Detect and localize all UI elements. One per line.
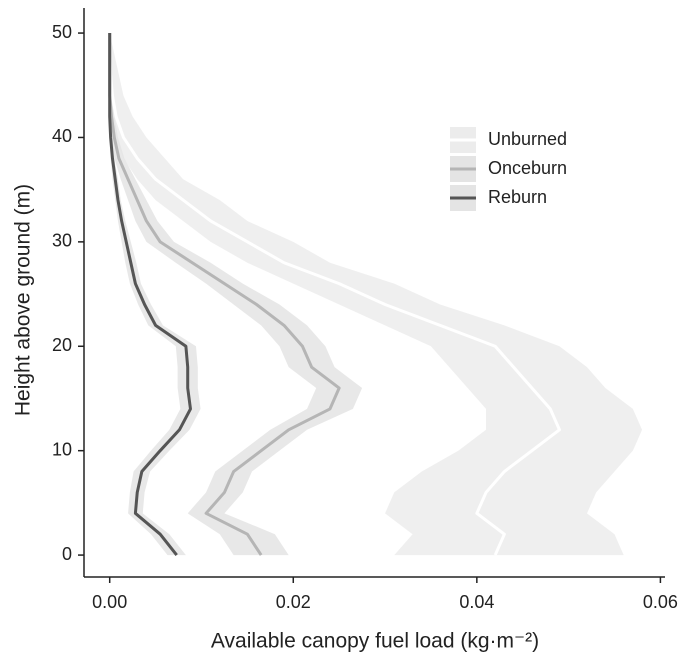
profile-line xyxy=(108,33,192,557)
confidence-band xyxy=(109,33,643,556)
legend-label: Onceburn xyxy=(488,158,567,178)
x-tick-label: 0.00 xyxy=(92,592,127,612)
x-tick-label: 0.02 xyxy=(276,592,311,612)
y-tick-label: 30 xyxy=(52,231,72,251)
profile-line xyxy=(108,33,341,556)
legend-label: Unburned xyxy=(488,129,567,149)
legend-label: Reburn xyxy=(488,187,547,207)
y-tick-label: 0 xyxy=(62,544,72,564)
y-tick-label: 10 xyxy=(52,439,72,459)
y-tick-label: 20 xyxy=(52,335,72,355)
x-tick-label: 0.04 xyxy=(459,592,494,612)
confidence-band xyxy=(109,33,201,556)
y-tick-label: 40 xyxy=(52,126,72,146)
profile-line xyxy=(108,33,561,556)
y-tick-label: 50 xyxy=(52,22,72,42)
y-axis-title: Height above ground (m) xyxy=(12,184,35,416)
x-tick-label: 0.06 xyxy=(643,592,678,612)
x-axis-title: Available canopy fuel load (kg·m⁻²) xyxy=(211,630,539,653)
